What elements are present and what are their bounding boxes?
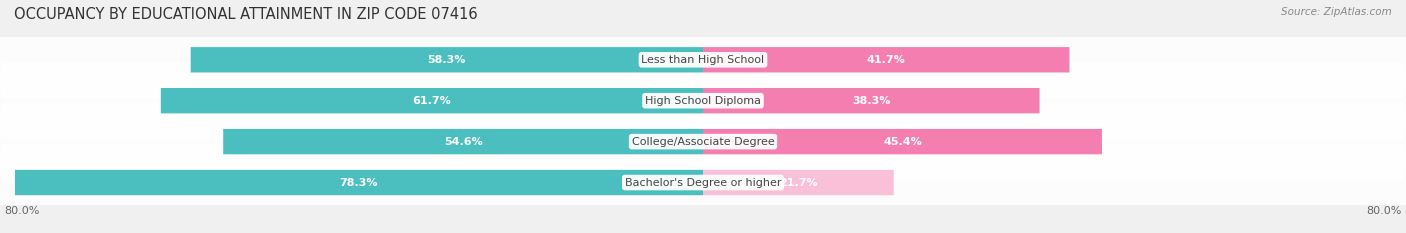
FancyBboxPatch shape: [160, 88, 703, 113]
Text: 80.0%: 80.0%: [4, 206, 39, 216]
FancyBboxPatch shape: [703, 47, 1070, 72]
FancyBboxPatch shape: [0, 62, 1406, 140]
Text: 61.7%: 61.7%: [412, 96, 451, 106]
Text: High School Diploma: High School Diploma: [645, 96, 761, 106]
FancyBboxPatch shape: [0, 103, 1406, 181]
FancyBboxPatch shape: [703, 129, 1102, 154]
Text: College/Associate Degree: College/Associate Degree: [631, 137, 775, 147]
Text: 58.3%: 58.3%: [427, 55, 465, 65]
Text: OCCUPANCY BY EDUCATIONAL ATTAINMENT IN ZIP CODE 07416: OCCUPANCY BY EDUCATIONAL ATTAINMENT IN Z…: [14, 7, 478, 22]
FancyBboxPatch shape: [15, 170, 703, 195]
Text: 78.3%: 78.3%: [340, 178, 378, 188]
Text: 80.0%: 80.0%: [1367, 206, 1402, 216]
Text: 41.7%: 41.7%: [868, 55, 905, 65]
FancyBboxPatch shape: [191, 47, 703, 72]
Text: Source: ZipAtlas.com: Source: ZipAtlas.com: [1281, 7, 1392, 17]
Text: 54.6%: 54.6%: [444, 137, 482, 147]
Text: Bachelor's Degree or higher: Bachelor's Degree or higher: [624, 178, 782, 188]
Text: Less than High School: Less than High School: [641, 55, 765, 65]
FancyBboxPatch shape: [703, 88, 1039, 113]
Text: 21.7%: 21.7%: [779, 178, 818, 188]
FancyBboxPatch shape: [0, 144, 1406, 221]
FancyBboxPatch shape: [224, 129, 703, 154]
FancyBboxPatch shape: [703, 170, 894, 195]
Text: 45.4%: 45.4%: [883, 137, 922, 147]
FancyBboxPatch shape: [0, 21, 1406, 99]
Text: 38.3%: 38.3%: [852, 96, 890, 106]
